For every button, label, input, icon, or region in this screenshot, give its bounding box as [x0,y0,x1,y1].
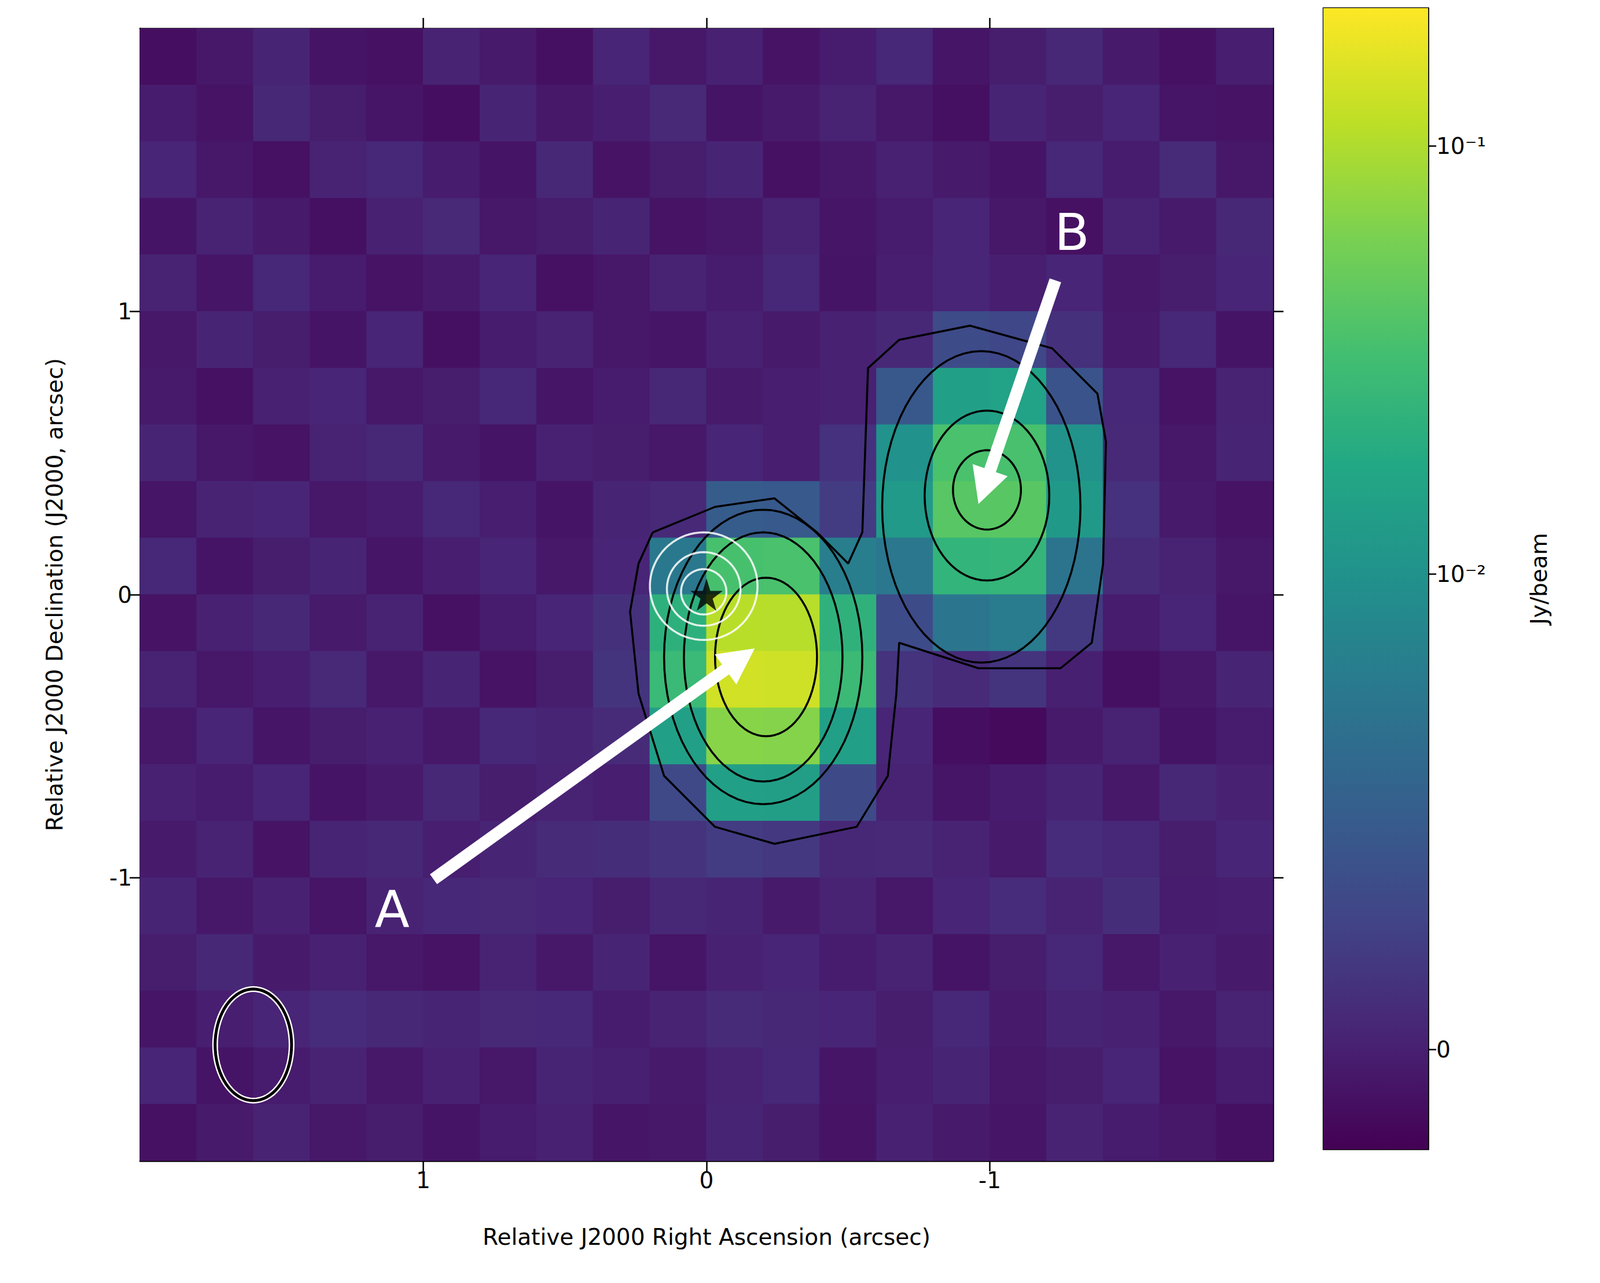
svg-text:Jy/beam: Jy/beam [1525,532,1552,627]
svg-text:0: 0 [699,1167,715,1194]
svg-text:Relative J2000 Declination (J2: Relative J2000 Declination (J2000, arcse… [41,358,68,832]
svg-text:1: 1 [416,1167,431,1194]
svg-text:Relative J2000 Right Ascension: Relative J2000 Right Ascension (arcsec) [482,1224,931,1251]
svg-text:0: 0 [117,582,132,609]
svg-text:10⁻¹: 10⁻¹ [1436,133,1487,160]
svg-text:-1: -1 [978,1167,1002,1194]
svg-text:-1: -1 [109,865,132,892]
svg-text:A: A [374,879,410,940]
svg-text:1: 1 [117,298,132,325]
svg-text:10⁻²: 10⁻² [1436,561,1487,588]
svg-text:B: B [1054,202,1090,263]
svg-text:0: 0 [1436,1036,1451,1064]
